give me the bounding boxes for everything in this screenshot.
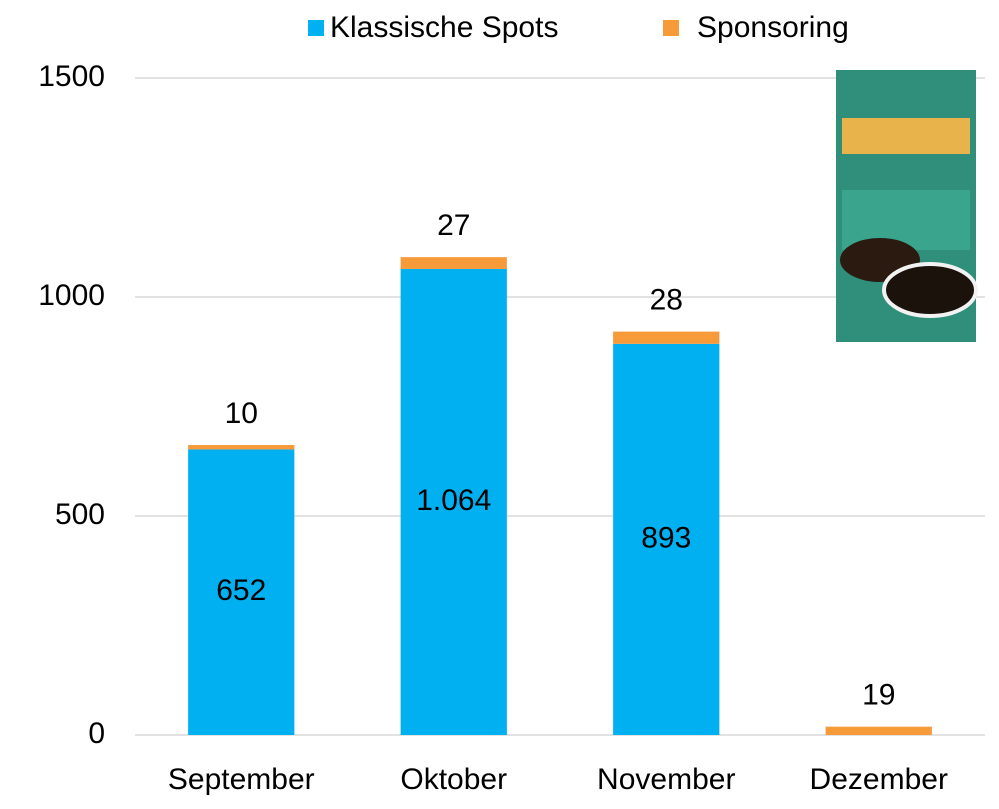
bar-segment xyxy=(188,445,294,449)
y-tick-label: 500 xyxy=(55,498,105,531)
legend-swatch xyxy=(663,20,679,36)
legend-swatch xyxy=(308,20,324,36)
value-label: 28 xyxy=(650,284,683,317)
value-label: 10 xyxy=(225,397,258,430)
value-label: 893 xyxy=(641,521,691,554)
y-tick-label: 1500 xyxy=(38,60,105,93)
bar-segment xyxy=(401,257,507,269)
y-tick-label: 0 xyxy=(88,717,105,750)
y-tick-label: 1000 xyxy=(38,279,105,312)
x-tick-label: Oktober xyxy=(400,763,507,796)
value-label: 27 xyxy=(437,209,470,242)
x-tick-label: November xyxy=(597,763,735,796)
x-tick-label: September xyxy=(168,763,315,796)
legend-label: Klassische Spots xyxy=(330,11,558,44)
x-tick-label: Dezember xyxy=(810,763,948,796)
bar-segment xyxy=(613,332,719,344)
page: 0 500 1000 1500 Klassische Spots Sponsoring Se… xyxy=(0,0,999,809)
cup xyxy=(884,264,976,316)
value-label: 652 xyxy=(216,574,266,607)
package-band xyxy=(842,118,970,154)
product-image xyxy=(836,70,976,342)
legend-label: Sponsoring xyxy=(697,11,849,44)
value-label: 1.064 xyxy=(416,484,491,517)
chart: 0 500 1000 1500 Klassische Spots Sponsoring Se… xyxy=(0,0,999,809)
value-label: 19 xyxy=(862,679,895,712)
bar-segment xyxy=(826,727,932,735)
